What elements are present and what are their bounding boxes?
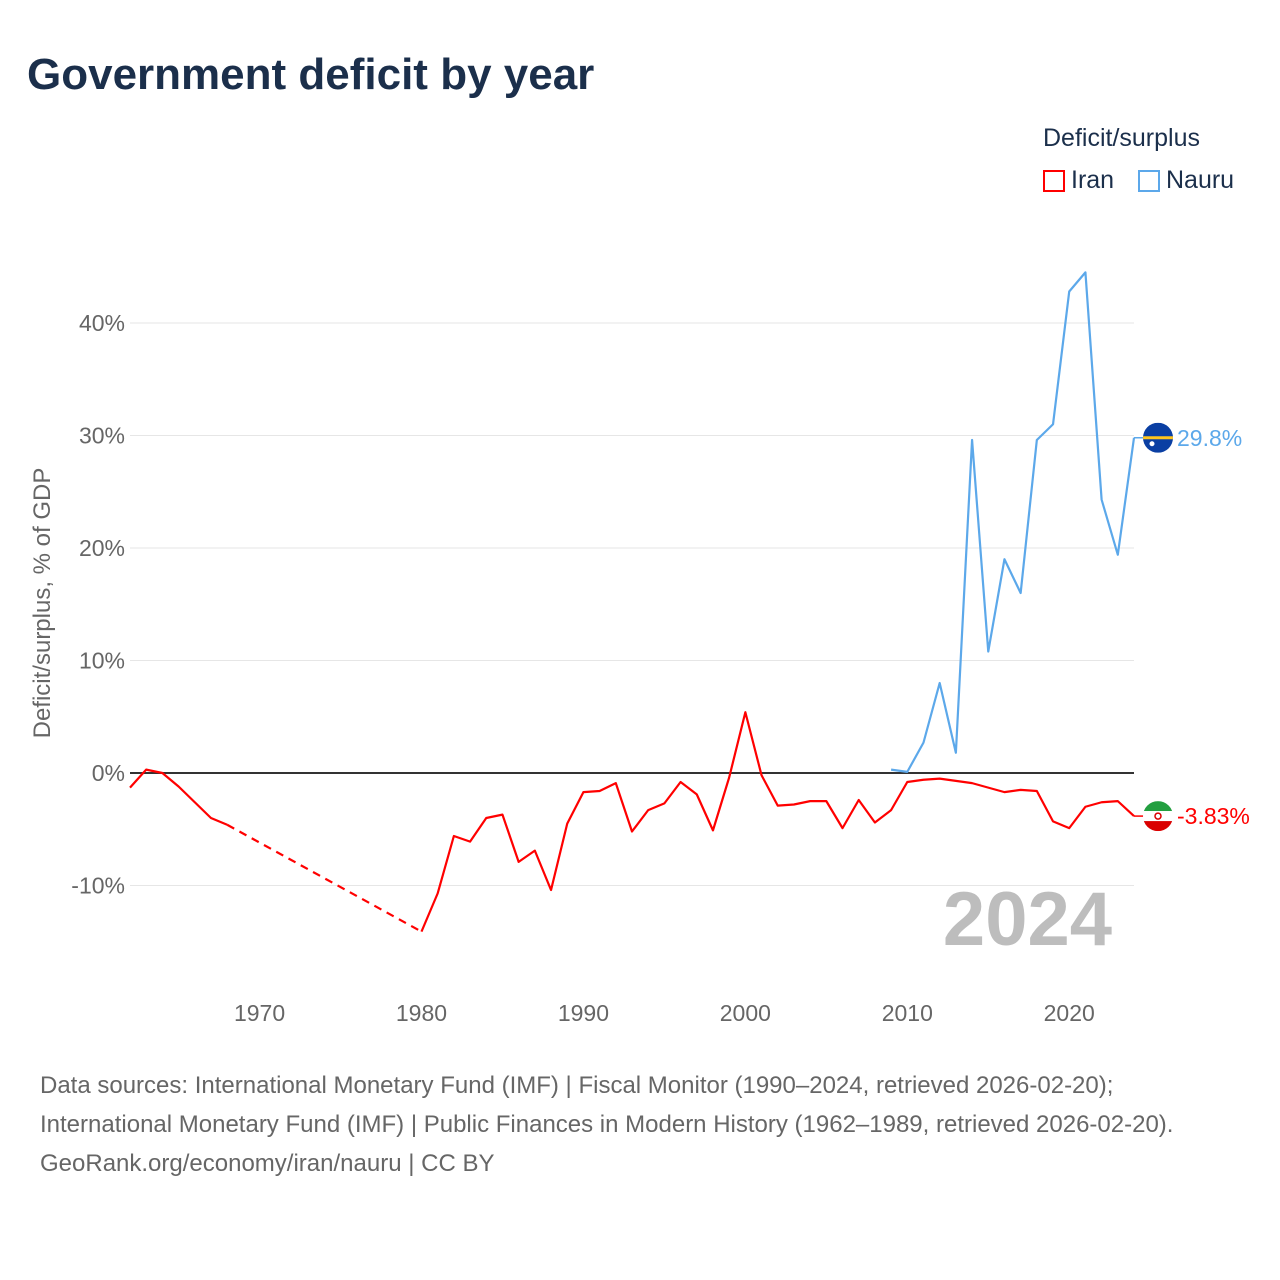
flag-body [1143, 801, 1173, 832]
flag-stripe [1143, 436, 1173, 440]
line-chart: -10% 0% 10% 20% 30% 40% 1970 1980 1990 2000 2010 2… [29, 271, 1250, 1026]
flag-star [1149, 441, 1155, 447]
y-axis-ticks: -10% 0% 10% 20% 30% 40% [71, 310, 125, 899]
end-labels: -3.83% 29.8% [1134, 422, 1250, 832]
credit-link[interactable]: GeoRank.org/economy/iran/nauru | CC BY [40, 1150, 495, 1177]
series-lines [129, 271, 1136, 933]
series-gap-iran [226, 823, 423, 933]
series-line-iran [129, 768, 228, 826]
flag-white [1143, 811, 1173, 822]
series-line-nauru [890, 271, 1136, 773]
year-watermark: 2024 [943, 877, 1112, 962]
y-tick-label: 30% [79, 423, 125, 449]
end-label-nauru: 29.8% [1177, 425, 1242, 451]
legend-title: Deficit/surplus [1043, 124, 1200, 152]
flag-body [1143, 422, 1173, 453]
x-tick-label: 1980 [396, 1000, 447, 1026]
legend-swatch-iran [1043, 169, 1065, 192]
grid-lines [130, 322, 1134, 886]
footer: Data sources: International Monetary Fun… [40, 1066, 1240, 1183]
series-line-iran [420, 711, 1135, 933]
y-axis-label: Deficit/surplus, % of GDP [29, 468, 56, 739]
flag-iran-icon [1143, 801, 1173, 832]
y-tick-label: 20% [79, 535, 125, 561]
legend-label-iran: Iran [1071, 166, 1115, 194]
flag-emblem [1154, 812, 1162, 820]
flag-red [1143, 821, 1173, 832]
legend-item-nauru[interactable]: Nauru [1138, 166, 1234, 195]
legend-item-iran[interactable]: Iran [1043, 166, 1114, 195]
y-tick-label: 0% [92, 760, 125, 786]
flag-green [1143, 801, 1173, 812]
x-tick-label: 2000 [720, 1000, 771, 1026]
legend-label-nauru: Nauru [1166, 166, 1235, 194]
x-axis-ticks: 1970 1980 1990 2000 2010 2020 [234, 1000, 1095, 1026]
x-tick-label: 2020 [1044, 1000, 1095, 1026]
y-tick-label: 40% [79, 310, 125, 336]
x-tick-label: 2010 [882, 1000, 933, 1026]
flag-nauru-icon [1143, 422, 1173, 453]
legend-swatch-nauru [1138, 169, 1160, 192]
x-tick-label: 1990 [558, 1000, 609, 1026]
data-sources: Data sources: International Monetary Fun… [40, 1072, 1174, 1138]
x-tick-label: 1970 [234, 1000, 285, 1026]
chart-title: Government deficit by year [27, 50, 595, 99]
end-label-iran: -3.83% [1177, 803, 1250, 829]
y-tick-label: -10% [71, 873, 125, 899]
y-tick-label: 10% [79, 648, 125, 674]
